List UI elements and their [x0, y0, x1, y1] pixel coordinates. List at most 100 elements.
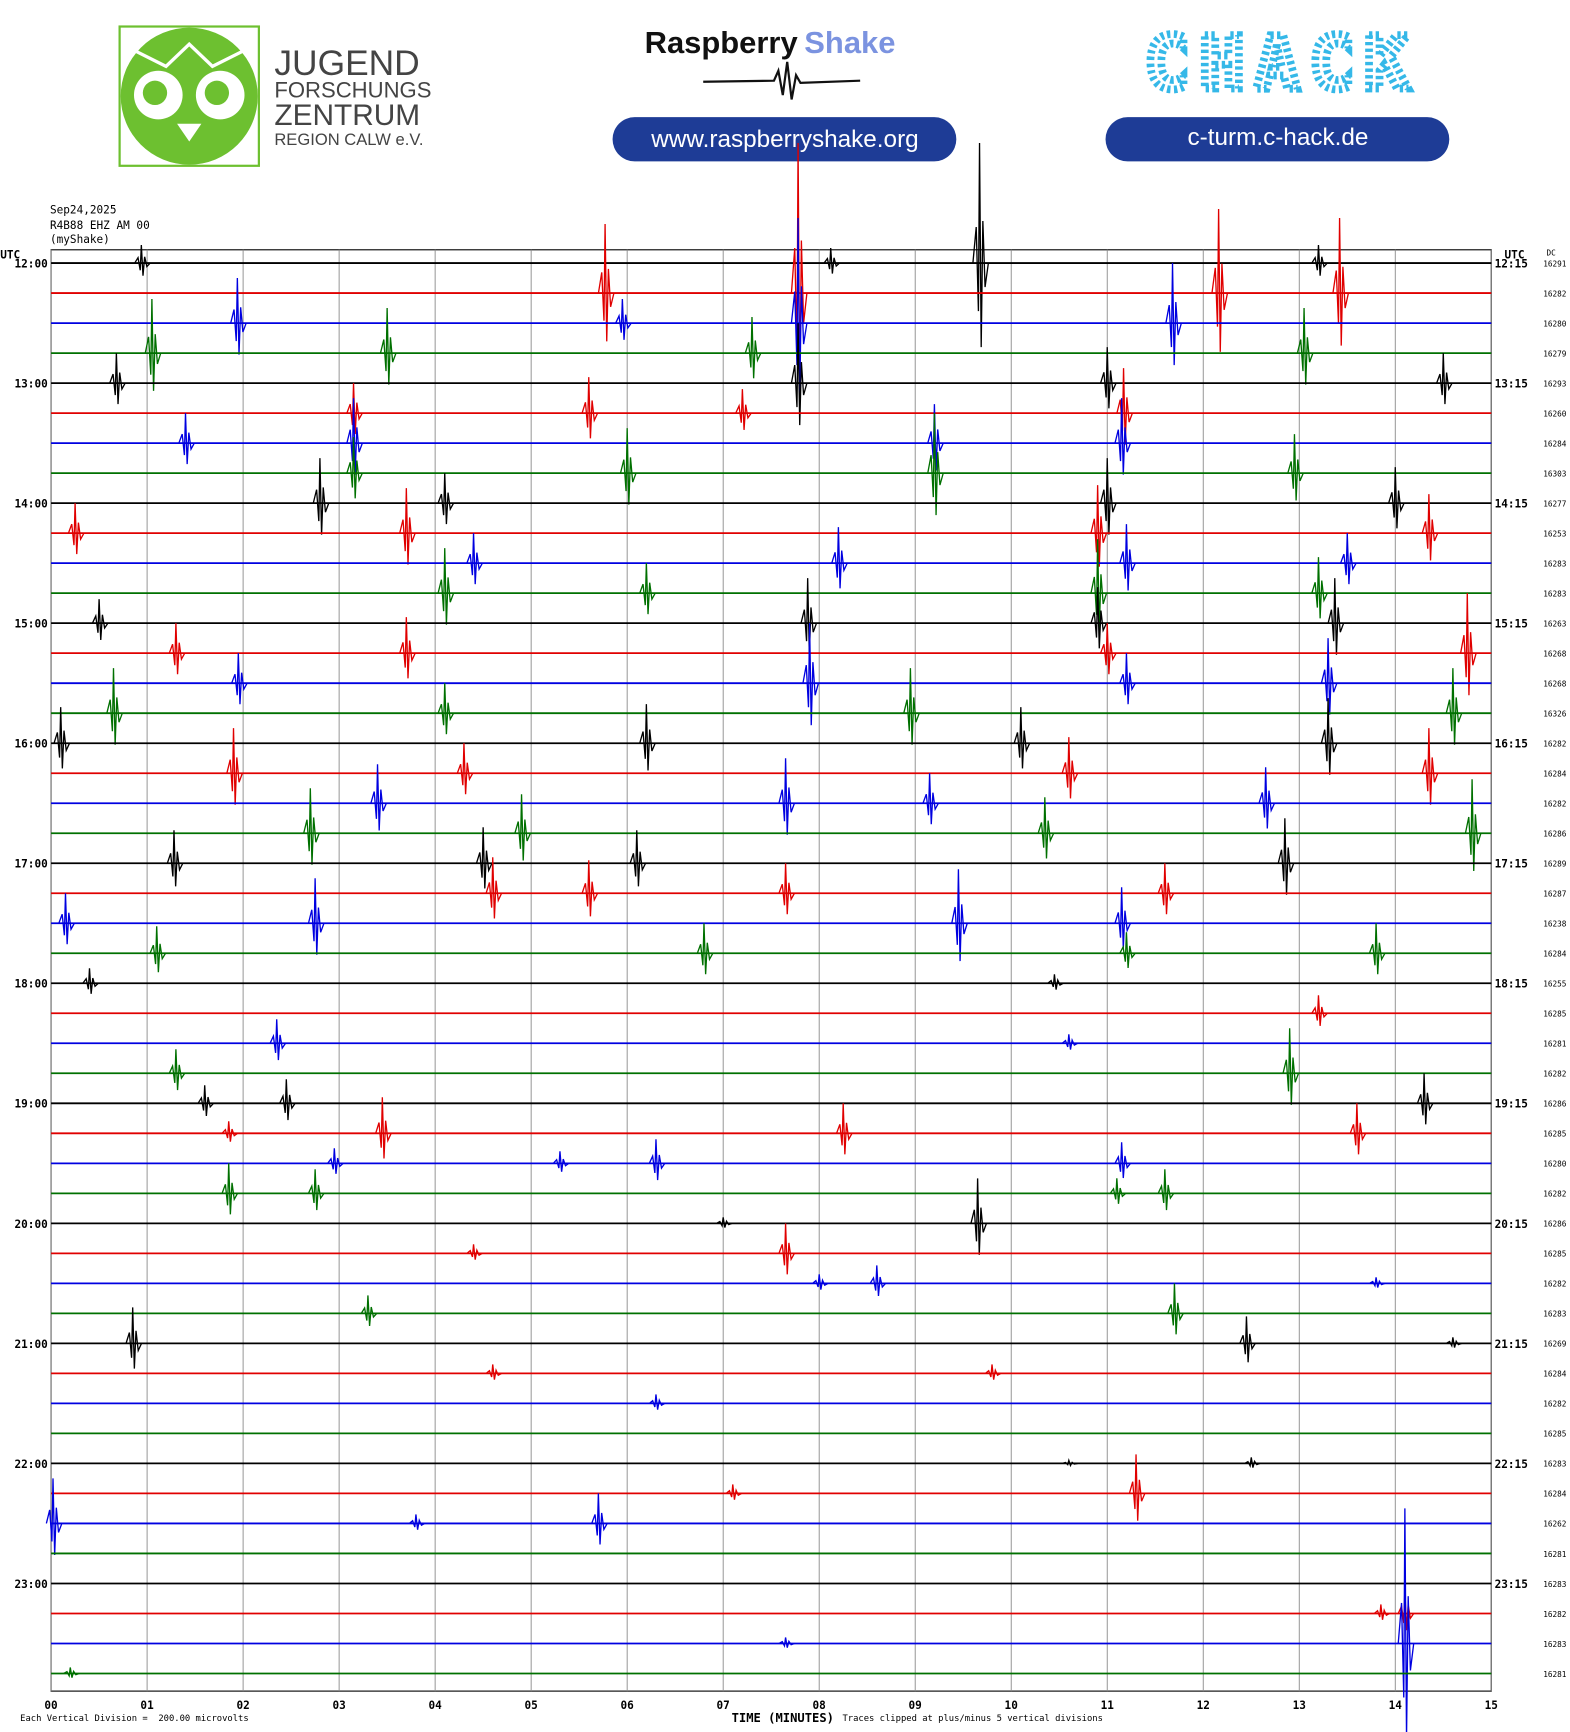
dc-value: 16284	[1543, 1370, 1567, 1379]
time-label: 18:00	[15, 978, 48, 991]
spike	[1320, 698, 1338, 775]
spike	[1119, 653, 1136, 705]
spike	[197, 1085, 215, 1116]
spike	[91, 599, 109, 641]
spike	[307, 878, 325, 955]
spike	[437, 548, 455, 625]
spike	[109, 353, 126, 405]
spike	[1296, 308, 1314, 385]
spike	[1373, 1604, 1391, 1620]
spike	[399, 617, 416, 679]
dc-value: 16282	[1543, 1280, 1566, 1289]
spike	[1211, 209, 1229, 352]
dc-label: DC	[1547, 248, 1557, 257]
spike	[303, 788, 320, 865]
spike	[615, 299, 632, 340]
spike	[1047, 974, 1064, 990]
rs-logo-1: Raspberry	[645, 25, 799, 60]
time-label: 13:00	[15, 378, 48, 391]
spike	[1445, 1337, 1462, 1348]
spike	[379, 308, 397, 385]
spike	[327, 1148, 344, 1174]
spike	[437, 473, 455, 525]
x-tick-label: 03	[332, 1699, 345, 1712]
dc-value: 16284	[1543, 1490, 1567, 1499]
time-label: 19:15	[1495, 1098, 1528, 1111]
spike	[812, 1274, 829, 1290]
dc-value: 16284	[1543, 950, 1567, 959]
spike	[1388, 467, 1405, 529]
spike	[1114, 887, 1132, 949]
spike	[922, 773, 940, 825]
dc-value: 16282	[1543, 740, 1566, 749]
spike	[346, 398, 363, 475]
spike	[1099, 347, 1117, 409]
time-label: 15:15	[1495, 618, 1528, 631]
x-tick-label: 14	[1389, 1699, 1403, 1712]
spike	[823, 248, 840, 274]
dc-value: 16283	[1543, 559, 1567, 568]
x-tick-label: 00	[44, 1699, 57, 1712]
dc-value: 16263	[1543, 619, 1567, 628]
dc-value: 16283	[1543, 1460, 1567, 1469]
x-tick-label: 13	[1293, 1699, 1306, 1712]
spike	[1157, 1169, 1175, 1211]
dc-value: 16283	[1543, 589, 1567, 598]
dc-value: 16253	[1543, 529, 1567, 538]
spike	[1244, 1457, 1261, 1468]
spike	[744, 317, 762, 379]
spike	[639, 563, 656, 615]
time-label: 12:15	[1495, 257, 1528, 270]
spike	[63, 1667, 80, 1679]
spike	[629, 830, 647, 887]
dc-value: 16285	[1543, 1130, 1567, 1139]
spike	[1061, 737, 1079, 799]
spike	[466, 533, 483, 585]
time-label: 14:15	[1495, 498, 1528, 511]
chack-logo: CHACK	[1145, 21, 1420, 106]
x-tick-label: 10	[1005, 1699, 1018, 1712]
spike	[485, 857, 503, 919]
spike	[1090, 587, 1108, 649]
spike	[221, 1121, 238, 1142]
spike	[802, 623, 820, 726]
date: Sep24,2025	[50, 203, 117, 216]
spike	[346, 437, 363, 499]
url[interactable]: c-turm.c-hack.de	[1188, 124, 1369, 151]
spike	[725, 1484, 742, 1500]
spike	[178, 413, 195, 465]
dc-value: 16286	[1543, 1100, 1567, 1109]
x-tick-label: 12	[1197, 1699, 1210, 1712]
dc-value: 16282	[1543, 800, 1566, 809]
spike	[778, 863, 796, 915]
spike	[1349, 1103, 1367, 1155]
dc-value: 16282	[1543, 1070, 1566, 1079]
dc-value: 16283	[1543, 1310, 1567, 1319]
spike	[1099, 458, 1117, 535]
url-pill[interactable]	[612, 117, 957, 162]
spike	[1368, 923, 1386, 975]
time-label: 16:00	[15, 738, 48, 751]
dc-value: 16285	[1543, 1430, 1567, 1439]
spike	[1459, 593, 1477, 696]
url[interactable]: www.raspberryshake.org	[650, 126, 918, 153]
spike	[970, 1178, 988, 1255]
spike	[45, 1478, 63, 1555]
x-tick-label: 08	[813, 1699, 826, 1712]
spike	[360, 1295, 378, 1327]
dc-value: 16286	[1543, 1220, 1567, 1229]
logo-text: JUGEND	[274, 44, 419, 83]
spike	[134, 245, 151, 276]
spike	[1090, 539, 1108, 631]
dc-value: 16260	[1543, 409, 1567, 418]
url-pill[interactable]	[1105, 117, 1450, 162]
spike	[735, 389, 752, 430]
spike	[485, 1364, 502, 1380]
spike	[552, 1151, 570, 1172]
spike	[1258, 767, 1276, 829]
time-label: 23:15	[1495, 1578, 1528, 1591]
spike	[1421, 494, 1439, 561]
x-tick-label: 04	[428, 1699, 442, 1712]
